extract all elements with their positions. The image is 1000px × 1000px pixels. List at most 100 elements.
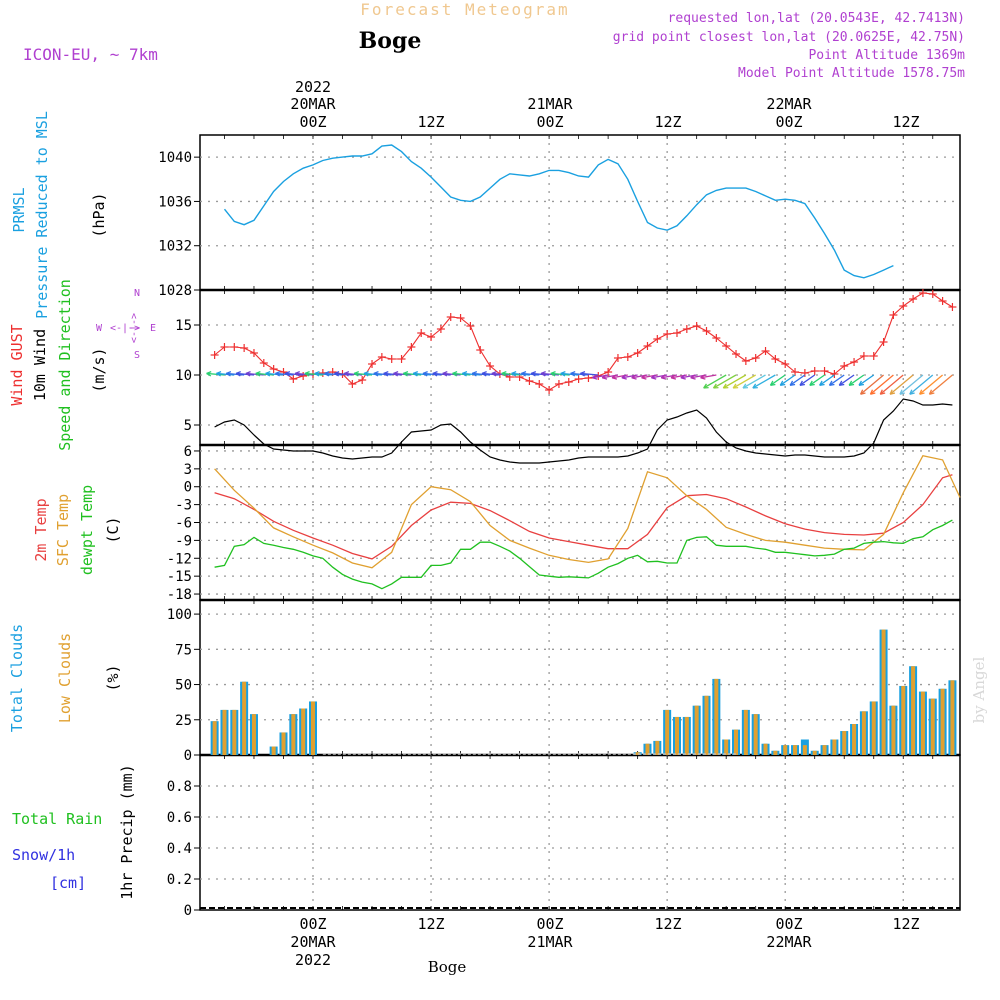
wind-arrow-head (621, 377, 627, 380)
wind-arrow (481, 372, 500, 376)
wind-arrow-head (849, 383, 855, 386)
wind-arrow-head (790, 383, 796, 386)
wind-arrow-head (858, 380, 863, 386)
wind-arrow (560, 372, 579, 376)
wind-arrow (265, 372, 284, 376)
low-cloud-bar (812, 750, 817, 755)
wind-arrow-head (245, 371, 251, 375)
y-tick-label: 0 (184, 480, 192, 496)
wind-arrow-head (225, 371, 232, 375)
wind-arrow (540, 372, 559, 376)
wind-arrow (879, 374, 904, 395)
wind-arrow (304, 372, 323, 376)
wind-arrow-head (363, 372, 369, 377)
wind-arrow-head (432, 371, 438, 375)
wind-arrow-head (412, 372, 418, 377)
sfc-temp-line (214, 454, 961, 569)
bottom-date-2: 21MAR (527, 933, 573, 951)
wind-arrow-head (700, 377, 706, 380)
wind-arrow-head (700, 374, 706, 379)
wind-arrow (829, 374, 845, 386)
y-tick-label: 10 (175, 368, 192, 384)
low-cloud-bar (694, 705, 699, 755)
wind-arrow-head (899, 389, 903, 395)
wind-arrow (285, 372, 304, 376)
wind-arrow (752, 374, 776, 389)
wind-arrow (799, 374, 816, 386)
wind-arrow (789, 374, 806, 386)
wind-compass: W <-|-> E <-|-> N S (96, 288, 156, 361)
wind-arrow-head (621, 374, 627, 379)
wind-arrow-head (919, 392, 925, 395)
y-tick-label: 5 (184, 418, 192, 434)
wind-arrow-head (770, 383, 776, 386)
wind-arrow-head (432, 372, 438, 377)
top-date-2: 21MAR (527, 95, 573, 113)
wind-arrow-head (780, 383, 786, 386)
wind-arrow-head (481, 372, 487, 377)
bottom-tick-1: 00Z (299, 915, 326, 933)
wind-arrow-head (294, 371, 300, 375)
wind-arrow (550, 372, 569, 376)
y-tick-label: 1028 (158, 283, 192, 299)
wind-arrow-head (265, 371, 271, 375)
wind-arrow-head (501, 372, 507, 377)
wind-arrow-head (680, 377, 686, 380)
clouds-label-2: Low Clouds (56, 633, 74, 723)
wind-arrow-head (819, 380, 823, 386)
wind-arrow (334, 372, 353, 376)
pressure-label-1: PRMSL (10, 187, 28, 232)
low-cloud-bar (271, 746, 276, 755)
low-cloud-bar (674, 716, 679, 755)
low-cloud-bar (901, 685, 906, 755)
low-cloud-bar (743, 709, 748, 755)
wind-arrow-head (631, 374, 637, 379)
y-tick-label: -3 (175, 498, 192, 514)
wind-arrow-head (611, 374, 617, 379)
wind-arrow-head (471, 371, 478, 375)
wind-arrow (858, 374, 875, 386)
model-label: ICON-EU, ~ 7km (23, 45, 158, 64)
y-tick-label: 0 (184, 903, 192, 919)
wind-arrow-head (255, 372, 261, 377)
wind-arrow-head (860, 392, 866, 395)
wind-arrow-head (530, 371, 537, 375)
wind-arrow (354, 372, 373, 376)
y-tick-label: 75 (175, 642, 192, 658)
wind-arrow-head (255, 371, 261, 375)
wind-arrow-head (540, 371, 546, 375)
wind-arrow-head (452, 372, 458, 377)
bottom-station: Boge (428, 958, 467, 976)
wind-arrow (206, 372, 225, 376)
wind-arrow (838, 374, 855, 386)
low-cloud-bar (232, 709, 237, 755)
wind-arrow-head (909, 392, 915, 395)
temp-unit: (C) (104, 516, 122, 543)
wind-arrow (521, 372, 540, 376)
bottom-tick-4: 12Z (654, 915, 681, 933)
wind-arrow (432, 372, 451, 376)
top-tick-5: 00Z (775, 113, 802, 131)
y-tick-label: 1036 (158, 194, 192, 210)
wind-arrow-head (511, 371, 517, 375)
y-tick-label: -18 (167, 587, 192, 603)
wind-arrow-head (690, 377, 696, 380)
wind-arrow (422, 372, 441, 376)
wind-arrow-head (732, 383, 737, 389)
wind-arrow-head (929, 392, 935, 395)
wind-arrow-head (324, 371, 330, 375)
wind-arrow (860, 374, 884, 395)
y-tick-label: 15 (175, 318, 192, 334)
wind-arrow (501, 372, 520, 376)
wind-arrow-head (722, 383, 727, 389)
wind-arrow-head (452, 371, 458, 375)
wind-arrow-head (334, 371, 340, 375)
wind-arrow-head (206, 371, 212, 375)
wind-arrow-head (235, 371, 241, 375)
wind-arrow-head (353, 372, 359, 377)
wind-arrow-head (570, 372, 576, 377)
wind-arrow-head (402, 372, 408, 377)
wind-arrow-head (491, 372, 497, 377)
wind-arrow (779, 374, 796, 386)
compass-n: N (134, 288, 140, 299)
